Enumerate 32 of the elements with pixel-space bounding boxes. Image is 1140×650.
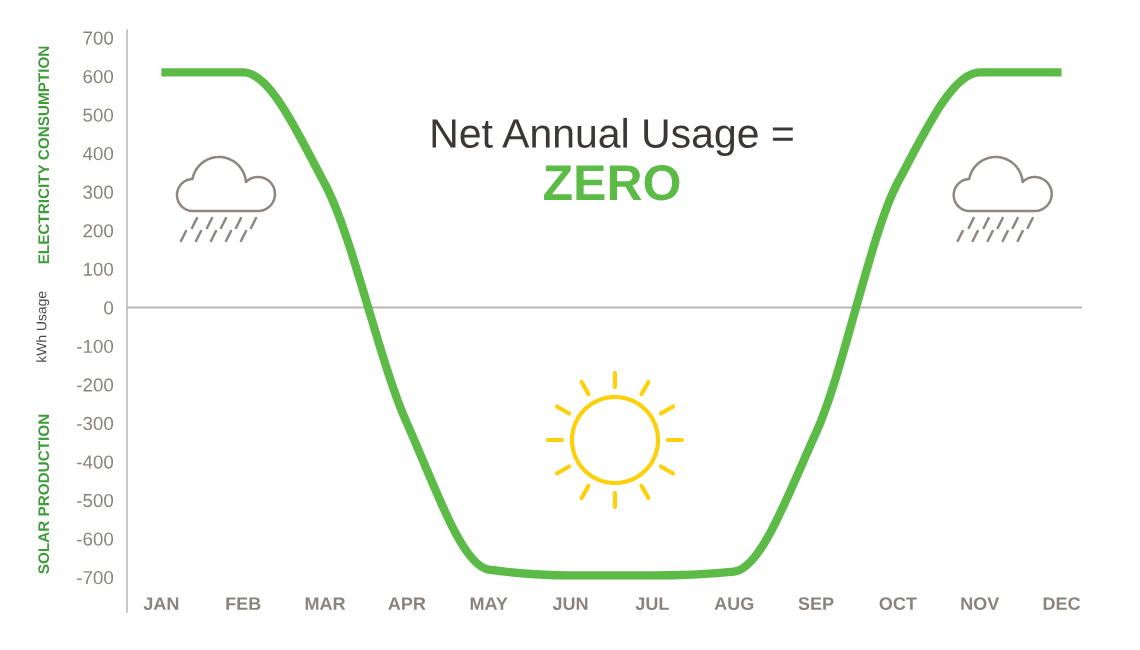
x-tick-label: FEB xyxy=(226,597,261,610)
y-tick-label: -500 xyxy=(77,493,114,508)
x-tick-label: DEC xyxy=(1043,597,1081,610)
text: ZERO xyxy=(544,165,680,201)
y-tick-label: -100 xyxy=(77,339,114,354)
x-tick-label: OCT xyxy=(879,597,917,610)
y-tick-label: 0 xyxy=(104,301,114,315)
y-tick-label: -200 xyxy=(77,378,114,392)
y-tick-label: -700 xyxy=(77,571,114,585)
x-tick-label: APR xyxy=(388,597,426,610)
x-tick-label: MAY xyxy=(470,597,508,610)
y-tick-label: -600 xyxy=(77,532,114,546)
x-tick-label: JUN xyxy=(552,597,588,610)
y-tick-label: 700 xyxy=(83,31,114,45)
x-tick-label: MAR xyxy=(305,597,346,610)
y-tick-label: 600 xyxy=(83,69,114,84)
x-tick-label: NOV xyxy=(961,597,1000,610)
text: SOLAR PRODUCTION xyxy=(38,414,50,574)
y-tick-label: 200 xyxy=(83,224,114,238)
x-tick-label: AUG xyxy=(714,597,754,610)
y-axis-title: kWh Usage xyxy=(36,291,50,362)
y-tick-label: 400 xyxy=(82,147,114,161)
y-tick-label: 300 xyxy=(83,185,114,199)
y-tick-label: 100 xyxy=(83,262,114,276)
x-tick-label: JUL xyxy=(635,597,669,610)
text: Net Annual Usage = xyxy=(432,117,793,157)
y-tick-label: 500 xyxy=(83,108,114,122)
x-tick-label: SEP xyxy=(798,597,834,610)
x-tick-label: JAN xyxy=(143,597,179,610)
y-tick-label: -400 xyxy=(77,455,114,469)
text: ELECTRICITY CONSUMPTION xyxy=(38,46,50,264)
y-tick-label: -300 xyxy=(77,416,114,431)
